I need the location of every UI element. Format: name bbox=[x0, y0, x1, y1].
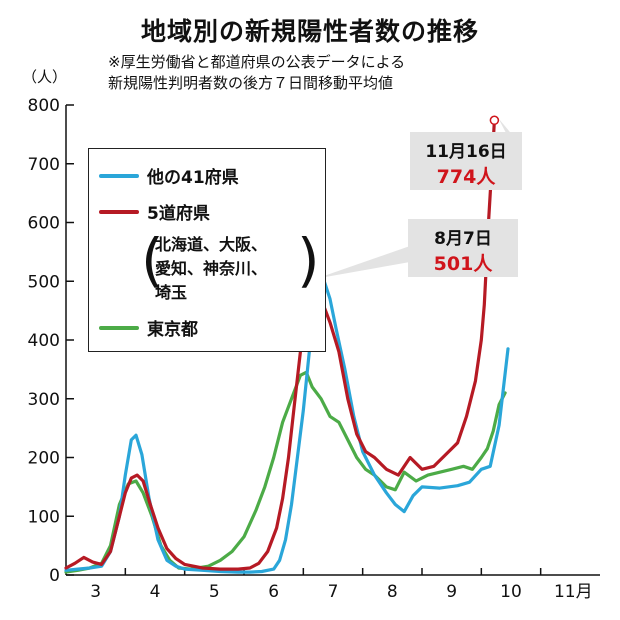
y-tick-label: 500 bbox=[28, 272, 60, 292]
x-tick-label: 6 bbox=[268, 582, 279, 602]
chart-note: ※厚生労働省と都道府県の公表データによる 新規陽性判明者数の後方７日間移動平均値 bbox=[108, 52, 405, 94]
callout-aug7-value-line: 501人 bbox=[408, 249, 518, 276]
callout-nov16-value-line: 774人 bbox=[410, 162, 522, 189]
callout-nov16: 11月16日 774人 bbox=[410, 132, 522, 190]
callout-nov16-unit: 人 bbox=[476, 166, 496, 188]
legend-label-five-prefectures: 5道府県 bbox=[147, 204, 210, 224]
x-tick-label: 11月 bbox=[554, 582, 593, 602]
legend-swatch-five-prefectures bbox=[99, 209, 139, 214]
legend-sub-line-2: 愛知、神奈川、 bbox=[155, 259, 268, 278]
y-tick-label: 0 bbox=[49, 566, 60, 586]
note-line-1: ※厚生労働省と都道府県の公表データによる bbox=[108, 53, 406, 71]
y-axis-unit: （人） bbox=[22, 68, 68, 86]
y-tick-label: 300 bbox=[28, 390, 60, 410]
x-axis: 3 4 5 6 7 8 9 10 11月 bbox=[66, 568, 600, 602]
legend-prefecture-list: 北海道、大阪、 愛知、神奈川、 埼玉 bbox=[155, 233, 267, 305]
y-tick-label: 400 bbox=[28, 331, 60, 351]
chart-title: 地域別の新規陽性者数の推移 bbox=[140, 17, 479, 46]
callout-nov16-value: 774 bbox=[436, 166, 477, 188]
series-line-tokyo bbox=[64, 370, 507, 574]
callout-aug7-value: 501 bbox=[433, 253, 474, 275]
legend-sub-line-3: 埼玉 bbox=[155, 283, 188, 302]
y-tick-label: 600 bbox=[28, 214, 60, 234]
legend-label-tokyo: 東京都 bbox=[147, 320, 198, 340]
series-line-five-prefectures bbox=[64, 118, 496, 571]
legend-swatch-others bbox=[99, 173, 139, 178]
legend-label-others: 他の41府県 bbox=[147, 168, 239, 188]
x-tick-label: 7 bbox=[328, 582, 339, 602]
y-axis: 0 100 200 300 400 500 600 700 800 bbox=[28, 96, 74, 586]
callout-pointer bbox=[316, 246, 410, 279]
callout-aug7: 8月7日 501人 bbox=[408, 219, 518, 277]
annotation-marker bbox=[489, 115, 500, 126]
legend-swatch-tokyo bbox=[99, 325, 139, 330]
legend-item-others: 他の41府県 bbox=[99, 163, 239, 188]
legend-sub-line-1: 北海道、大阪、 bbox=[155, 235, 268, 254]
x-tick-label: 10 bbox=[500, 582, 522, 602]
y-tick-label: 200 bbox=[28, 449, 60, 469]
callout-aug7-date: 8月7日 bbox=[434, 229, 492, 249]
x-tick-label: 5 bbox=[209, 582, 220, 602]
series-line-others bbox=[64, 253, 510, 574]
y-tick-label: 100 bbox=[28, 507, 60, 527]
callout-nov16-date: 11月16日 bbox=[425, 142, 507, 162]
legend-paren-left: ( bbox=[141, 226, 164, 294]
x-tick-label: 4 bbox=[150, 582, 161, 602]
note-line-2: 新規陽性判明者数の後方７日間移動平均値 bbox=[108, 74, 394, 92]
y-tick-label: 800 bbox=[28, 96, 60, 116]
x-tick-label: 3 bbox=[90, 582, 101, 602]
x-tick-label: 8 bbox=[387, 582, 398, 602]
legend-item-five-prefectures: 5道府県 bbox=[99, 199, 210, 224]
legend: 他の41府県 5道府県 ( 北海道、大阪、 愛知、神奈川、 埼玉 ) 東京都 bbox=[88, 148, 326, 352]
y-tick-label: 700 bbox=[28, 155, 60, 175]
series-group bbox=[64, 118, 510, 574]
legend-item-tokyo: 東京都 bbox=[99, 315, 198, 340]
x-tick-label: 9 bbox=[446, 582, 457, 602]
legend-paren-right: ) bbox=[297, 226, 320, 294]
callout-aug7-unit: 人 bbox=[473, 253, 493, 275]
